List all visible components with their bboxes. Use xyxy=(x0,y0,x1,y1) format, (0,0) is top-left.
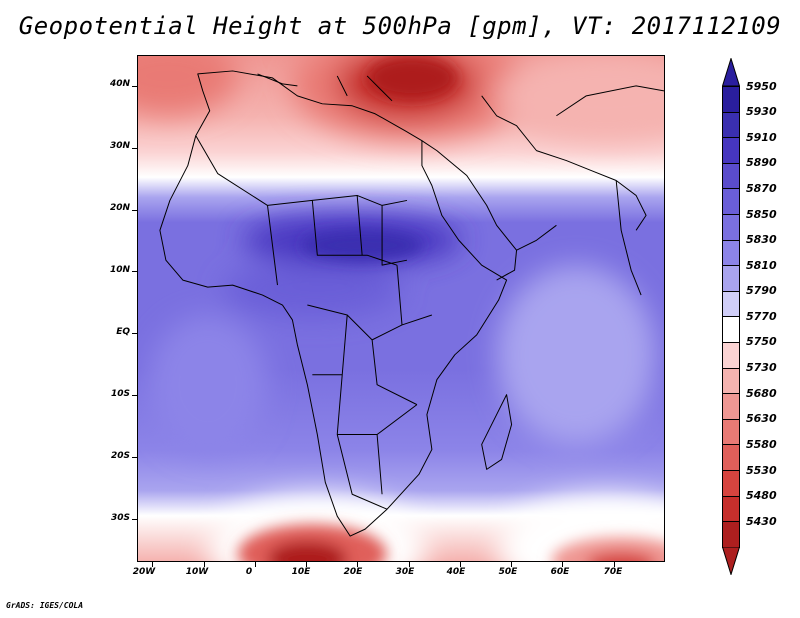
colorbar-bottom-arrow xyxy=(722,546,740,575)
colorbar-cell xyxy=(722,239,740,267)
colorbar-cell xyxy=(722,86,740,113)
lat-tick-mark xyxy=(132,86,137,87)
lon-tick-label: 40E xyxy=(446,567,466,577)
lat-tick-label: 30N xyxy=(109,141,130,151)
lon-tick-mark xyxy=(357,562,358,567)
colorbar-cell xyxy=(722,162,740,190)
colorbar-label: 5580 xyxy=(746,438,777,451)
lat-tick-label: 40N xyxy=(109,79,130,89)
lon-tick-label: 60E xyxy=(550,567,570,577)
coastlines xyxy=(159,70,664,537)
lat-tick-mark xyxy=(132,457,137,458)
colorbar-label: 5910 xyxy=(746,131,777,144)
colorbar-cell xyxy=(722,495,740,523)
lat-tick-mark xyxy=(132,333,137,334)
credit-text: GrADS: IGES/COLA xyxy=(6,601,84,610)
colorbar-cell xyxy=(722,188,740,215)
colorbar-cell xyxy=(722,470,740,497)
lon-tick-mark xyxy=(204,562,205,567)
lat-tick-mark xyxy=(132,210,137,211)
lon-tick-label: 10W xyxy=(185,567,209,577)
colorbar-label: 5930 xyxy=(746,105,777,118)
colorbar-label: 5680 xyxy=(746,387,777,400)
lat-tick-mark xyxy=(132,271,137,272)
colorbar-cell xyxy=(722,342,740,369)
lon-tick-label: 30E xyxy=(395,567,415,577)
colorbar-label: 5630 xyxy=(746,412,777,425)
colorbar-label: 5890 xyxy=(746,156,777,169)
colorbar-cell xyxy=(722,444,740,471)
chart-title: Geopotential Height at 500hPa [gpm], VT:… xyxy=(18,12,782,40)
lon-tick-mark xyxy=(409,562,410,567)
lon-tick-mark xyxy=(460,562,461,567)
colorbar-label: 5430 xyxy=(746,515,777,528)
lon-tick-mark xyxy=(562,562,563,567)
lat-tick-label: 10N xyxy=(109,265,130,275)
colorbar-label: 5770 xyxy=(746,310,777,323)
lon-tick-label: 50E xyxy=(498,567,518,577)
lat-tick-label: 20N xyxy=(109,203,130,213)
colorbar-cell xyxy=(722,111,740,139)
colorbar-cell xyxy=(722,316,740,343)
lon-tick-label: 70E xyxy=(603,567,623,577)
colorbar-cell xyxy=(722,265,740,292)
lon-tick-label: 20E xyxy=(343,567,363,577)
colorbar-label: 5850 xyxy=(746,208,777,221)
colorbar-label: 5830 xyxy=(746,233,777,246)
lon-tick-label: 10E xyxy=(291,567,311,577)
colorbar-cell xyxy=(722,367,740,395)
lon-tick-label: 0 xyxy=(245,567,253,577)
lat-tick-label: 30S xyxy=(110,513,130,523)
colorbar-label: 5530 xyxy=(746,464,777,477)
colorbar-cell xyxy=(722,393,740,420)
colorbar-label: 5730 xyxy=(746,361,777,374)
map-panel xyxy=(137,55,665,562)
lon-tick-label: 20W xyxy=(132,567,156,577)
lat-tick-mark xyxy=(132,148,137,149)
lon-tick-mark xyxy=(511,562,512,567)
lat-tick-mark xyxy=(132,519,137,520)
colorbar-cell xyxy=(722,290,740,318)
colorbar-label: 5870 xyxy=(746,182,777,195)
colorbar-label: 5480 xyxy=(746,489,777,502)
colorbar-label: 5810 xyxy=(746,259,777,272)
colorbar-label: 5790 xyxy=(746,284,777,297)
lon-tick-mark xyxy=(306,562,307,567)
colorbar-cell xyxy=(722,214,740,241)
lon-tick-mark xyxy=(152,562,153,567)
colorbar xyxy=(722,58,740,575)
lat-tick-label: 10S xyxy=(110,389,130,399)
lat-tick-mark xyxy=(132,395,137,396)
lon-tick-mark xyxy=(255,562,256,567)
lat-tick-label: 20S xyxy=(110,451,130,461)
colorbar-cell xyxy=(722,418,740,446)
colorbar-top-arrow xyxy=(722,58,740,86)
colorbar-cell xyxy=(722,521,740,548)
height-field xyxy=(138,56,664,561)
lat-tick-label: EQ xyxy=(116,327,130,337)
lon-tick-mark xyxy=(614,562,615,567)
colorbar-label: 5750 xyxy=(746,335,777,348)
colorbar-cell xyxy=(722,137,740,164)
colorbar-label: 5950 xyxy=(746,80,777,93)
